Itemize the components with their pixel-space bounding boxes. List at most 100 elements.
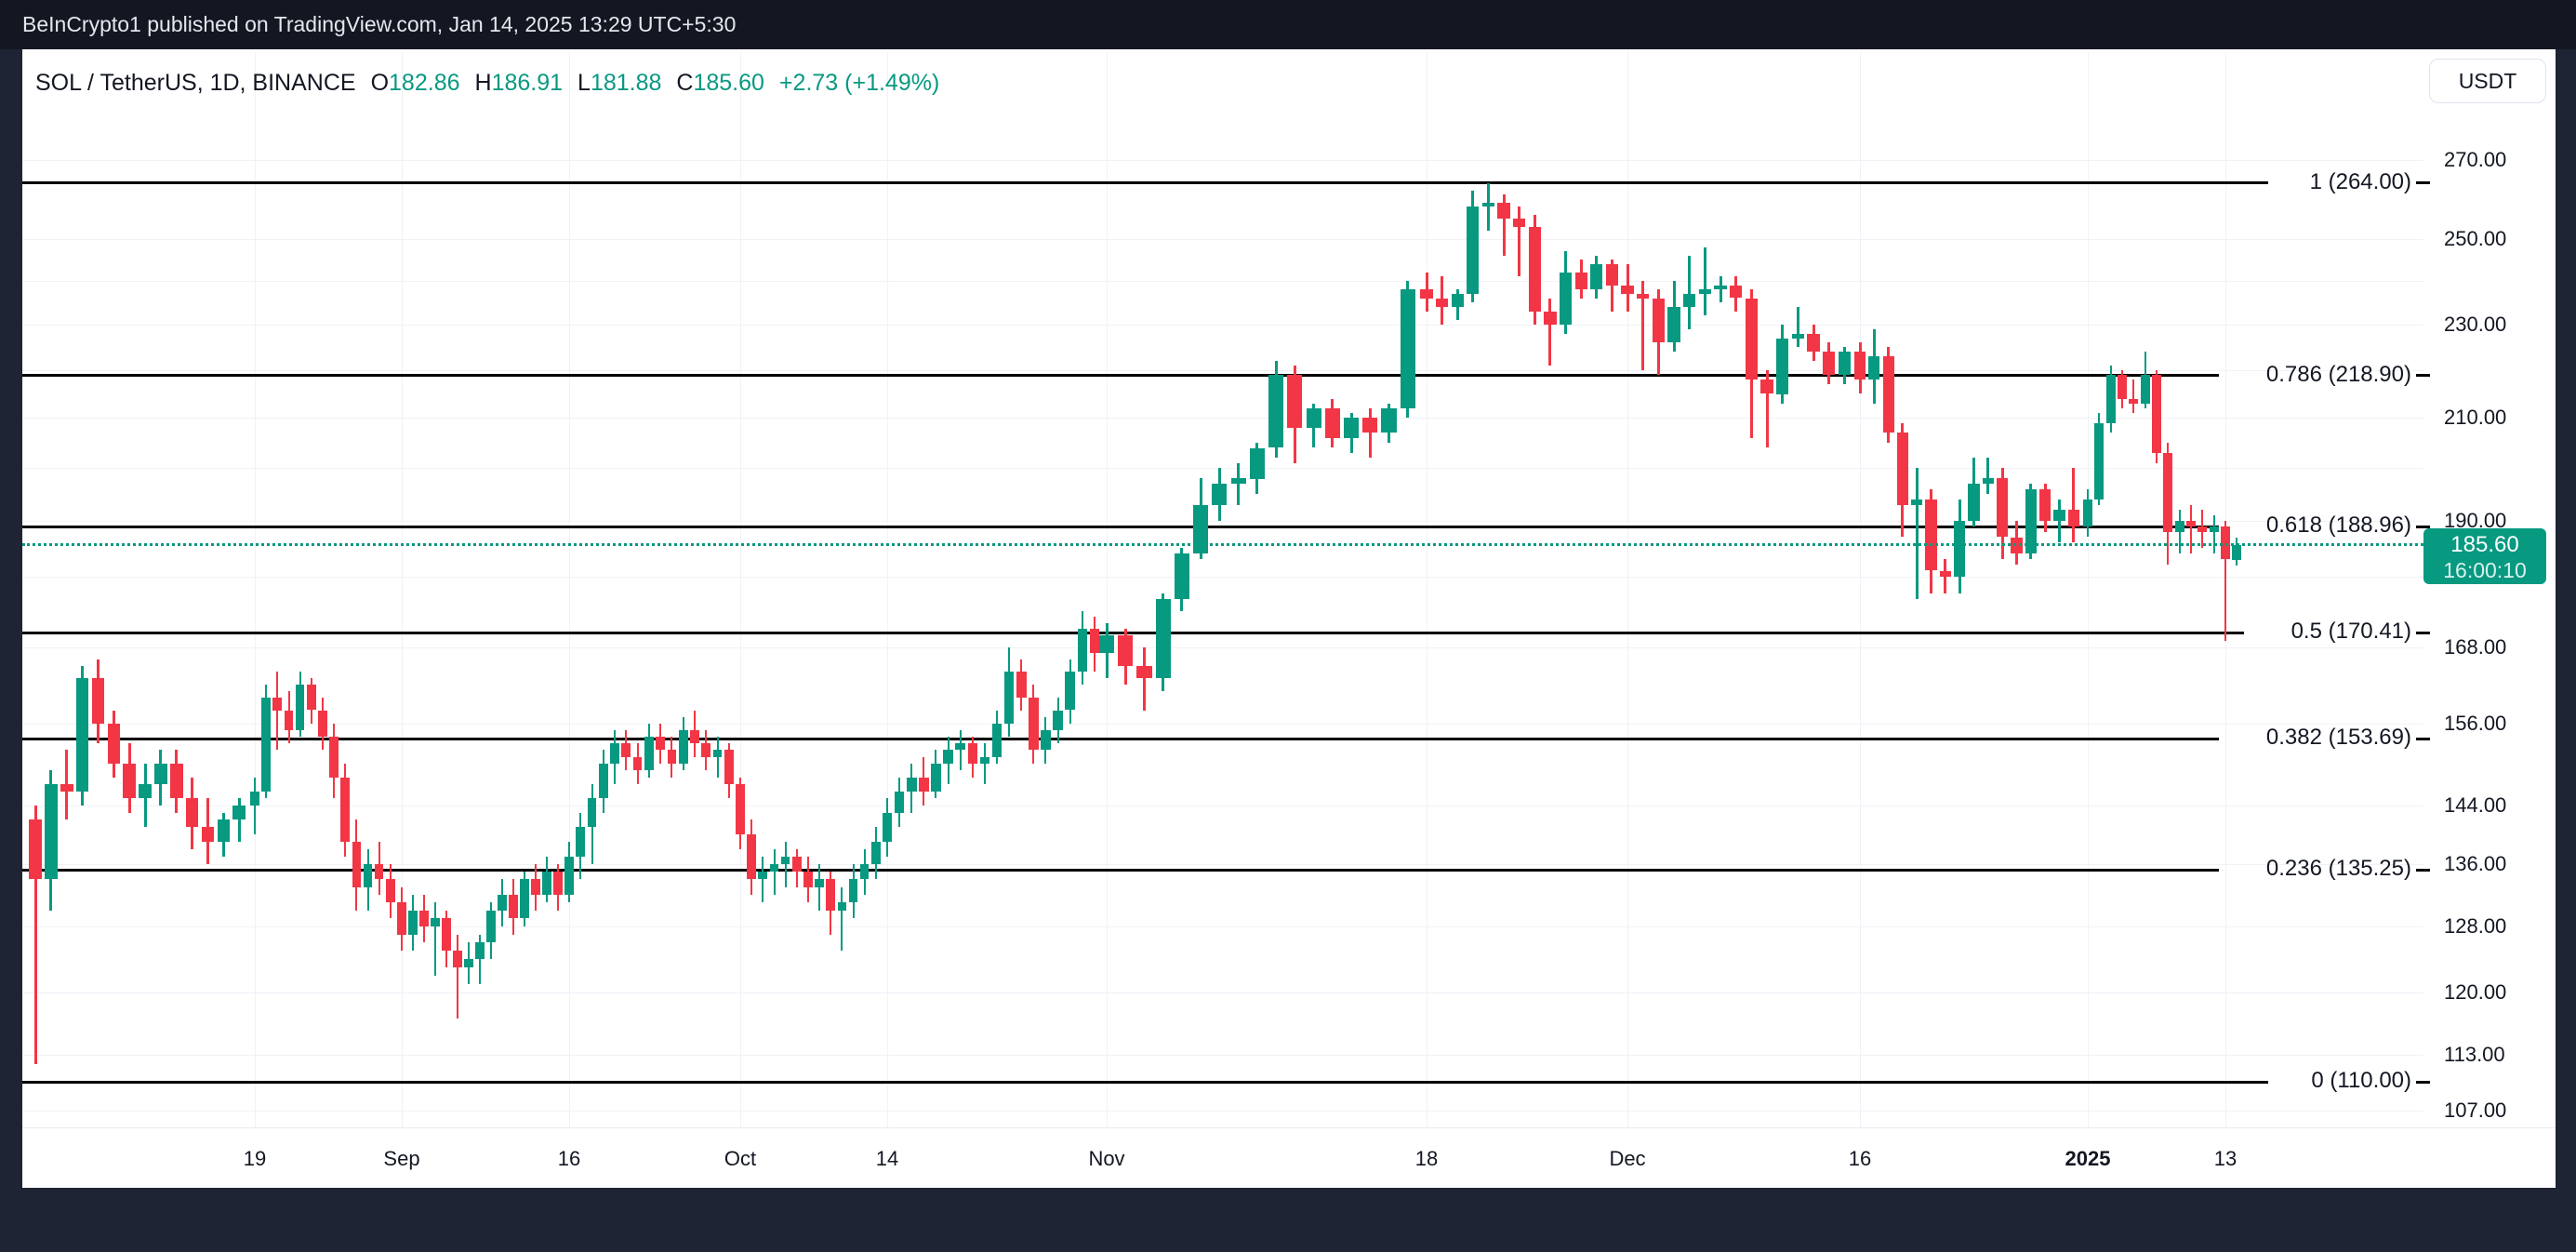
price-gridline: [22, 1110, 2423, 1112]
candle-wick: [1944, 559, 1947, 594]
candle-body: [170, 763, 183, 799]
candle-wick: [1703, 246, 1706, 316]
candle-body: [374, 864, 384, 880]
candle-body: [803, 872, 813, 887]
candle-body: [217, 819, 230, 842]
candle-body: [318, 710, 327, 737]
candle-body: [1306, 408, 1321, 428]
fib-line: [22, 1080, 2268, 1084]
candle-body: [2083, 499, 2092, 526]
candle-body: [576, 827, 586, 857]
candle-body: [1882, 356, 1894, 433]
candle-body: [1925, 499, 1937, 571]
price-axis-label: 156.00: [2444, 711, 2507, 735]
candle-body: [475, 942, 485, 960]
candle-body: [1544, 311, 1557, 325]
candle-body: [1174, 553, 1189, 600]
candle-body: [75, 678, 89, 792]
currency-toggle-button[interactable]: USDT: [2429, 59, 2546, 103]
candle-body: [498, 895, 507, 911]
candle-body: [2140, 375, 2150, 404]
time-axis-label: 13: [2213, 1147, 2237, 1170]
candle-body: [1400, 289, 1415, 408]
candle-wick: [983, 743, 986, 785]
candle-body: [1513, 219, 1526, 227]
candle-body: [587, 798, 597, 828]
price-gridline: [22, 370, 2423, 372]
candle-wick: [1518, 206, 1521, 277]
candle-body: [272, 697, 283, 711]
candle-body: [1823, 352, 1836, 376]
time-axis-label: Nov: [1088, 1147, 1125, 1170]
candle-wick: [276, 672, 279, 751]
candle-body: [442, 918, 451, 952]
candle-body: [201, 827, 215, 842]
time-gridline: [887, 52, 888, 1127]
fib-tick: [2416, 181, 2430, 185]
low-value: 181.88: [590, 70, 662, 96]
candle-body: [919, 777, 929, 792]
candle-body: [1896, 433, 1909, 505]
candle-body: [1003, 672, 1015, 724]
fib-tick: [2416, 868, 2430, 872]
candle-body: [397, 902, 406, 935]
close-label: C: [676, 70, 694, 96]
chart-legend: SOL / TetherUS, 1D, BINANCE O182.86 H186.9…: [35, 69, 939, 97]
candle-body: [486, 910, 496, 943]
candle-body: [2038, 488, 2052, 521]
candle-body: [431, 918, 440, 926]
candle-body: [1637, 293, 1650, 299]
candle-body: [1324, 408, 1340, 438]
candle-body: [306, 684, 316, 711]
candle-body: [859, 864, 870, 880]
current-price-badge[interactable]: 185.60 16:00:10: [2423, 527, 2546, 584]
candle-body: [1077, 629, 1087, 673]
candle-body: [644, 736, 654, 771]
fib-tick: [2416, 1080, 2430, 1084]
time-axis-separator: [22, 1127, 2556, 1128]
candle-body: [1481, 202, 1495, 207]
candle-body: [931, 763, 941, 792]
time-axis-label: Sep: [383, 1147, 420, 1170]
price-gridline: [22, 468, 2423, 470]
candle-body: [598, 763, 608, 799]
candle-body: [453, 951, 462, 967]
candle-body: [520, 879, 529, 919]
candle-body: [185, 798, 199, 828]
candle-wick: [818, 864, 821, 911]
symbol-title: SOL / TetherUS, 1D, BINANCE: [35, 70, 356, 96]
price-axis-label: 128.00: [2444, 914, 2507, 938]
candle-body: [386, 879, 395, 903]
change-value: +2.73 (+1.49%): [778, 70, 940, 96]
candle-body: [2152, 375, 2161, 453]
candle-body: [815, 879, 824, 887]
candle-wick: [784, 842, 787, 887]
fib-line: [22, 525, 2219, 528]
candle-body: [1605, 263, 1618, 286]
candle-wick: [2224, 520, 2226, 642]
candle-body: [632, 756, 643, 771]
candle-body: [1667, 307, 1680, 343]
price-axis-label: 210.00: [2444, 406, 2507, 430]
candle-body: [1574, 272, 1587, 290]
candle-body: [1136, 665, 1152, 679]
candle-body: [329, 736, 339, 778]
price-gridline: [22, 281, 2423, 282]
candle-body: [1760, 380, 1773, 394]
open-label: O: [370, 70, 390, 96]
candle-body: [1954, 520, 1966, 577]
candle-body: [1683, 293, 1696, 307]
candle-body: [1155, 599, 1171, 679]
candle-wick: [1765, 370, 1769, 448]
candle-body: [882, 812, 893, 842]
candle-body: [2174, 520, 2184, 532]
candle-body: [1745, 298, 1758, 380]
fib-label: 0.5 (170.41): [2291, 619, 2411, 645]
candle-body: [542, 872, 551, 895]
candle-body: [2118, 375, 2127, 399]
fib-line: [22, 737, 2219, 740]
candle-body: [29, 819, 42, 880]
candle-body: [531, 879, 540, 895]
